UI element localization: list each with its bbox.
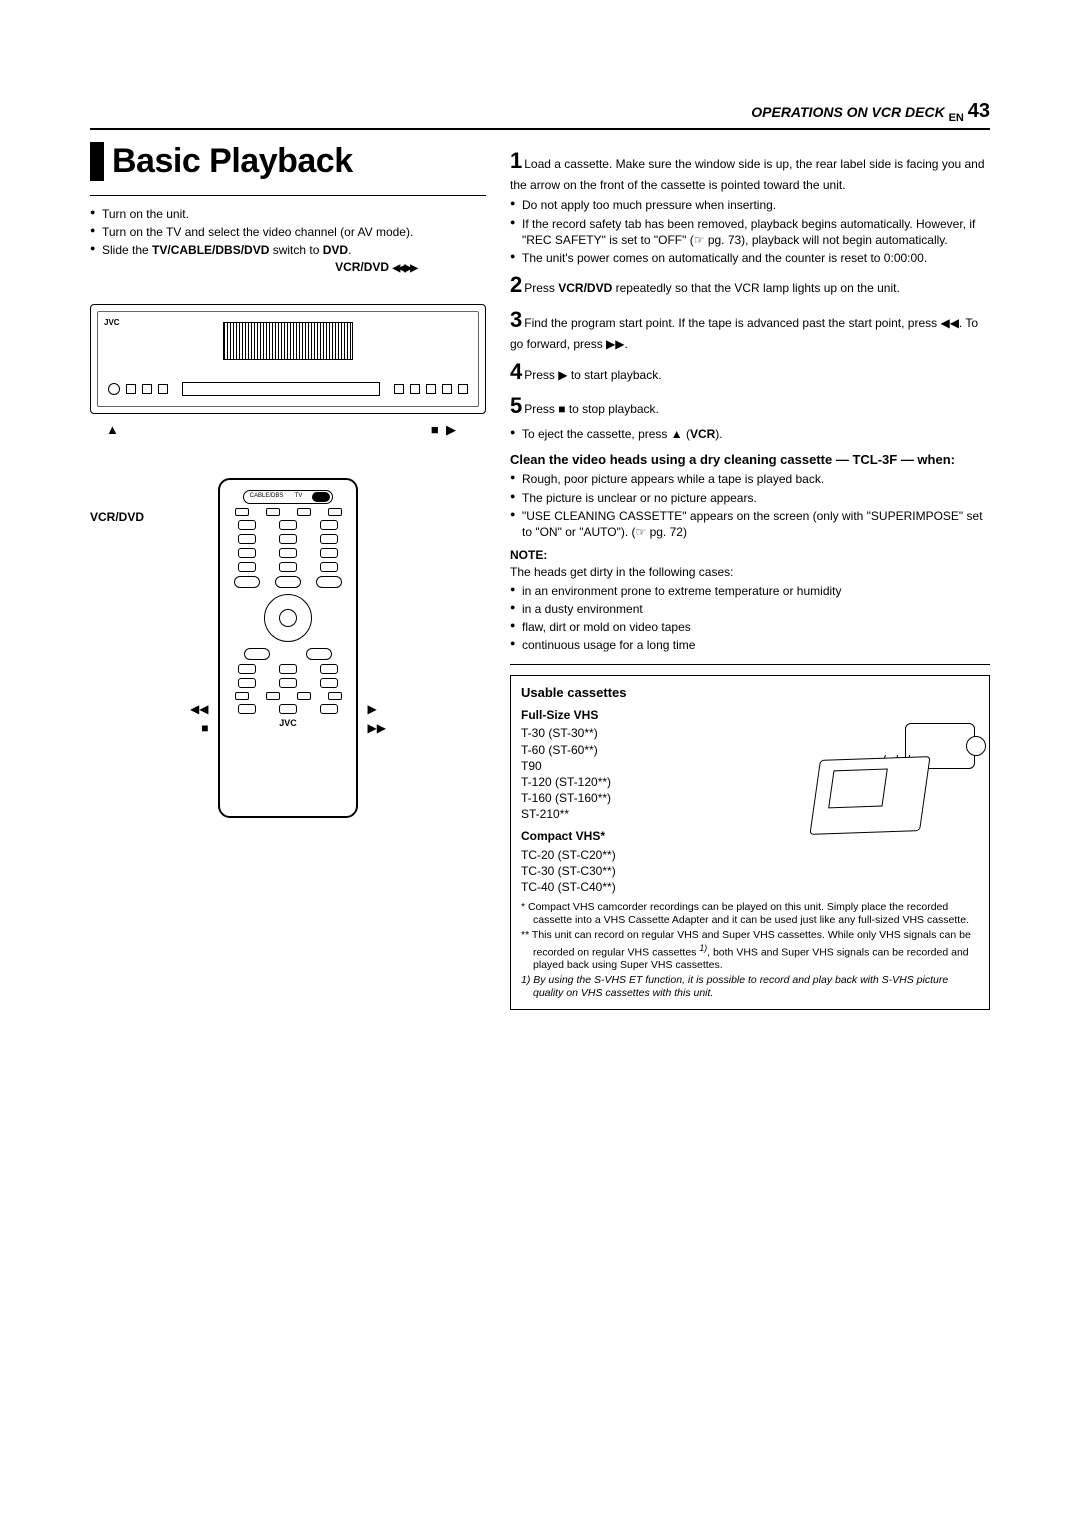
- rewind-icon: ◀◀ ▶▶: [392, 263, 416, 274]
- usable-cassettes-box: Usable cassettes Full-Size VHS T-30 (ST-…: [510, 675, 990, 1010]
- rewind-icon: ◀◀: [190, 700, 208, 719]
- device-bottom-symbols: ▲ ■ ▶: [90, 414, 486, 438]
- cassettes-heading: Usable cassettes: [521, 684, 979, 702]
- button-icon: [126, 384, 136, 394]
- front-panel-controls: [108, 380, 468, 398]
- footnote-star: * Compact VHS camcorder recordings can b…: [521, 901, 979, 927]
- knob-icon: [108, 383, 120, 395]
- section-title: OPERATIONS ON VCR DECK: [751, 104, 944, 120]
- prelim-item: Slide the TV/CABLE/DBS/DVD switch to DVD…: [90, 242, 486, 258]
- page-number: 43: [968, 100, 990, 122]
- cassette-slot-icon: [223, 322, 353, 360]
- note-heading: NOTE:: [510, 548, 990, 562]
- button-icon: [458, 384, 468, 394]
- note-list: in an environment prone to extreme tempe…: [510, 583, 990, 654]
- switch-target: DVD: [323, 243, 348, 257]
- compact-vhs-item: TC-40 (ST-C40**): [521, 879, 979, 895]
- prelim-item: Turn on the unit.: [90, 206, 486, 222]
- remote-illustration: VCR/DVD CABLE/DBS TV DVD: [90, 478, 486, 818]
- footnote-1: 1) By using the S-VHS ET function, it is…: [521, 974, 979, 1000]
- step-5-notes: To eject the cassette, press ▲ (VCR).: [510, 426, 990, 442]
- stop-icon: ■: [190, 719, 208, 738]
- compact-vhs-item: TC-20 (ST-C20**): [521, 847, 979, 863]
- display-panel-icon: [182, 382, 380, 396]
- device-top-label: VCR/DVD ◀◀ ▶▶: [90, 260, 486, 274]
- step-2: 2Press VCR/DVD repeatedly so that the VC…: [510, 270, 990, 301]
- brand-label: JVC: [104, 318, 120, 327]
- step-5: 5Press ■ to stop playback.: [510, 391, 990, 422]
- button-icon: [426, 384, 436, 394]
- ffwd-icon: ▶▶: [368, 719, 386, 738]
- remote-body: CABLE/DBS TV DVD JVC: [218, 478, 358, 818]
- title-accent-bar: [90, 142, 104, 181]
- step-3: 3Find the program start point. If the ta…: [510, 305, 990, 353]
- compact-vhs-item: TC-30 (ST-C30**): [521, 863, 979, 879]
- remote-right-symbols: ▶ ▶▶: [368, 700, 386, 738]
- remote-left-symbols: ◀◀ ■: [190, 700, 208, 738]
- vhs-adapter-icon: [809, 756, 930, 835]
- page-header: OPERATIONS ON VCR DECK EN 43: [90, 100, 990, 130]
- remote-brand: JVC: [220, 718, 356, 728]
- divider: [90, 195, 486, 196]
- remote-side-label: VCR/DVD: [90, 510, 144, 524]
- nav-pad-icon: [264, 594, 312, 642]
- mode-switch: CABLE/DBS TV DVD: [243, 490, 333, 504]
- eject-icon: ▲: [106, 422, 119, 438]
- play-icon: ▶: [368, 700, 386, 719]
- vcr-unit-illustration: JVC: [90, 304, 486, 414]
- note-lead: The heads get dirty in the following cas…: [510, 564, 990, 581]
- button-icon: [410, 384, 420, 394]
- prelim-item: Turn on the TV and select the video chan…: [90, 224, 486, 240]
- footnote-dstar: ** This unit can record on regular VHS a…: [521, 929, 979, 972]
- divider: [510, 664, 990, 665]
- cassette-adapter-illustration: [809, 709, 979, 839]
- lang-code: EN: [949, 112, 964, 124]
- cleaning-list: Rough, poor picture appears while a tape…: [510, 471, 990, 540]
- button-icon: [158, 384, 168, 394]
- page-title: Basic Playback: [112, 142, 353, 181]
- step-1: 1Load a cassette. Make sure the window s…: [510, 146, 990, 194]
- step-1-notes: Do not apply too much pressure when inse…: [510, 197, 990, 266]
- button-icon: [442, 384, 452, 394]
- prelim-list: Turn on the unit. Turn on the TV and sel…: [90, 206, 486, 259]
- title-block: Basic Playback: [90, 142, 486, 181]
- step-4: 4Press ▶ to start playback.: [510, 357, 990, 388]
- switch-name: TV/CABLE/DBS/DVD: [152, 243, 269, 257]
- stop-play-icons: ■ ▶: [431, 422, 456, 438]
- button-icon: [394, 384, 404, 394]
- button-icon: [142, 384, 152, 394]
- cleaning-heading: Clean the video heads using a dry cleani…: [510, 452, 990, 467]
